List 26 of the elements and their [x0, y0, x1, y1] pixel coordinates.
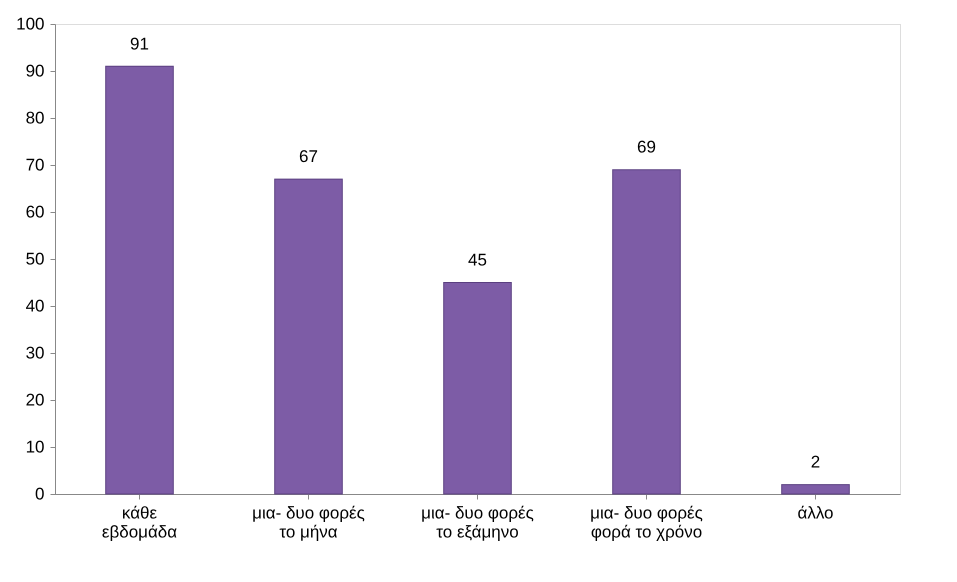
y-tick-label: 10 [26, 438, 44, 456]
data-label: 45 [468, 250, 487, 270]
bar [443, 282, 512, 494]
bar [612, 169, 681, 494]
data-label: 91 [130, 34, 149, 54]
y-tick-label: 90 [26, 62, 44, 80]
bar [274, 178, 343, 494]
y-tick-label: 70 [26, 156, 44, 174]
data-label: 69 [637, 138, 656, 157]
x-tick-label: κάθε εβδομάδα [102, 504, 178, 542]
y-tick-label: 50 [26, 250, 44, 268]
x-tick-label: μια- δυο φορές το μήνα [252, 504, 365, 542]
y-tick-label: 20 [26, 390, 44, 410]
y-tick-label: 40 [26, 296, 44, 316]
x-tick-label: μια- δυο φορές το εξάμηνο [421, 504, 534, 542]
y-tick-label: 100 [16, 14, 44, 34]
y-tick-label: 80 [26, 108, 44, 128]
y-tick-label: 30 [26, 344, 44, 362]
data-label: 2 [810, 452, 820, 472]
bar [781, 484, 850, 494]
bar [105, 66, 174, 494]
y-tick-label: 0 [35, 484, 44, 504]
y-tick-label: 60 [26, 202, 44, 222]
data-label: 67 [299, 147, 318, 166]
x-tick-label: άλλο [797, 504, 834, 522]
x-tick-label: μια- δυο φορές φορά το χρόνο [590, 504, 703, 542]
